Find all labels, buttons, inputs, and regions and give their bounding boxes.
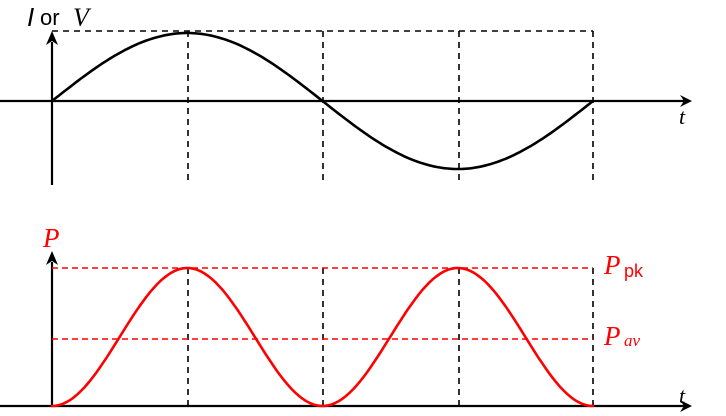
svg-text:av: av bbox=[624, 331, 641, 350]
svg-text:t: t bbox=[679, 104, 686, 129]
svg-text:P: P bbox=[42, 223, 60, 253]
svg-text:I: I bbox=[27, 2, 34, 32]
svg-text:pk: pk bbox=[624, 261, 644, 281]
svg-text:t: t bbox=[679, 383, 686, 408]
svg-text:P: P bbox=[603, 250, 621, 280]
svg-text:or: or bbox=[40, 5, 60, 30]
svg-text:P: P bbox=[603, 321, 621, 351]
